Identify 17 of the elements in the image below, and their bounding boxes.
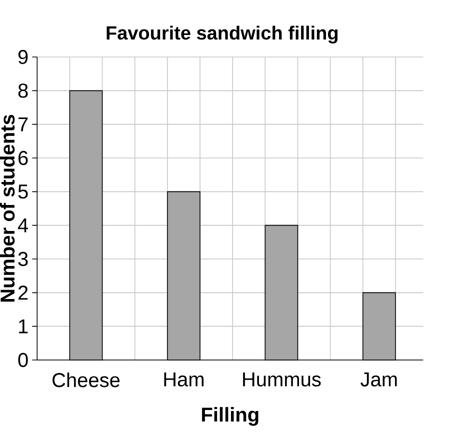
y-tick-label: 9 [18, 50, 28, 64]
x-tick-label: Cheese [52, 372, 120, 388]
y-tick-label: 2 [18, 286, 28, 300]
x-tick-label: Ham [164, 372, 204, 386]
x-tick-label: Hummus [243, 372, 321, 386]
y-tick-label: 8 [18, 84, 28, 98]
y-tick-label: 3 [18, 252, 28, 266]
chart-title: Favourite sandwich filling [106, 26, 338, 44]
y-tick-label: 0 [18, 352, 28, 368]
y-tick-label: 7 [18, 117, 28, 132]
x-axis-title: Filling [202, 407, 258, 426]
y-tick-label: 4 [18, 218, 28, 232]
y-tick-label: 6 [18, 150, 28, 166]
y-axis-title: Number of students [0, 114, 15, 302]
y-tick-label: 5 [18, 184, 28, 199]
x-tick-label: Jam [360, 372, 397, 386]
y-tick-label: 1 [19, 319, 28, 334]
